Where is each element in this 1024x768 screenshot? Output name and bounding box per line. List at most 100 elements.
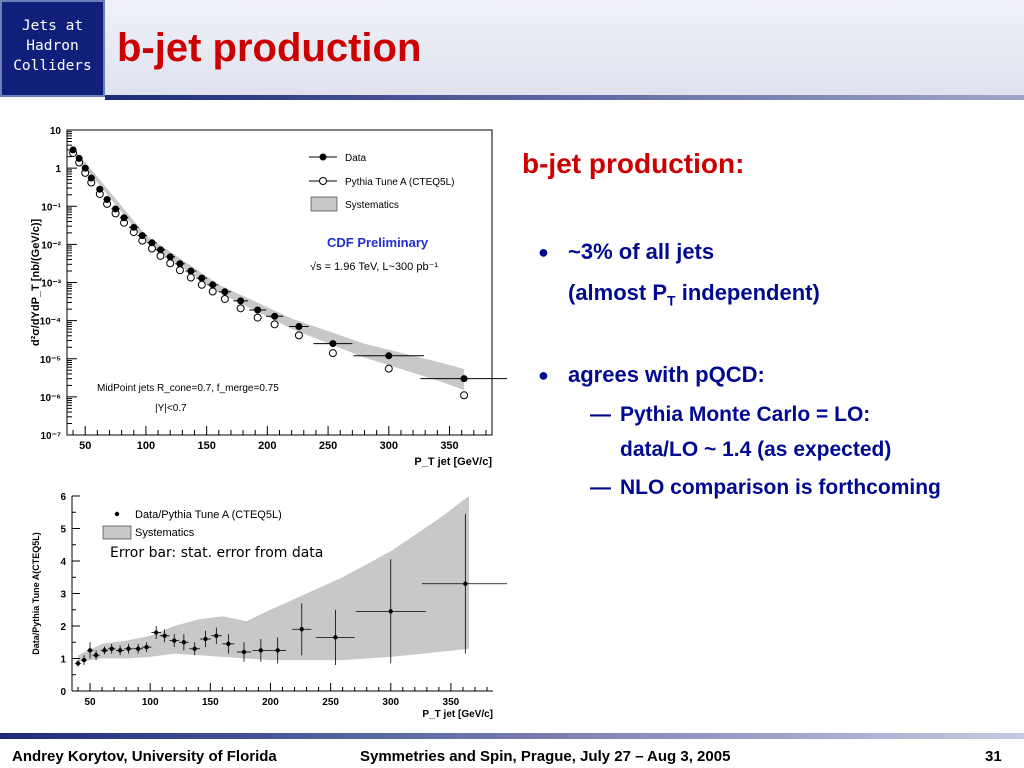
title-bar — [105, 0, 1024, 97]
data-point — [120, 214, 128, 222]
section-badge: Jets at Hadron Colliders — [0, 0, 105, 97]
y-tick-label: 5 — [60, 525, 66, 536]
ratio-point — [181, 640, 187, 645]
cdf-preliminary: CDF Preliminary — [327, 235, 429, 250]
ratio-point — [144, 644, 149, 650]
bullet-1: ~3% of all jets — [568, 239, 715, 264]
pythia-point — [175, 266, 184, 275]
panel-title: b-jet production: — [522, 148, 745, 179]
ratio-point — [75, 661, 81, 666]
ratio-point — [93, 653, 99, 658]
ratio-point — [275, 648, 280, 653]
legend-label: Systematics — [135, 527, 195, 539]
data-point — [295, 323, 303, 331]
pythia-point — [186, 273, 195, 282]
data-point — [221, 288, 229, 296]
y-axis-label: Data/Pythia Tune A(CTEQ5L) — [31, 532, 41, 655]
pythia-point — [384, 364, 393, 373]
y-tick-label: 10⁻¹ — [41, 202, 61, 213]
data-point — [329, 340, 337, 348]
x-axis-label: P_T jet [GeV/c] — [422, 709, 493, 720]
slide-title: b-jet production — [117, 26, 422, 70]
jet-algo-label: MidPoint jets R_cone=0.7, f_merge=0.75 — [97, 383, 279, 394]
data-point — [69, 146, 77, 154]
data-point — [112, 205, 120, 213]
data-point — [138, 232, 146, 240]
data-point — [237, 297, 245, 305]
y-tick-label: 0 — [60, 687, 66, 698]
y-tick-label: 10⁻⁶ — [40, 393, 61, 404]
legend-marker — [319, 177, 327, 185]
ratio-point — [192, 646, 197, 651]
sub-item-2: NLO comparison is forthcoming — [620, 476, 941, 499]
data-point — [254, 306, 262, 314]
legend-label: Systematics — [345, 200, 399, 211]
pythia-point — [236, 304, 245, 313]
data-point — [148, 239, 156, 247]
x-tick-label: 300 — [382, 697, 399, 708]
ratio-point — [172, 638, 177, 643]
x-tick-label: 50 — [84, 697, 96, 708]
pythia-point — [460, 391, 469, 400]
footer-event: Symmetries and Spin, Prague, July 27 – A… — [360, 748, 731, 765]
ratio-point — [241, 649, 247, 655]
ratio-point — [162, 633, 167, 638]
legend-label: Data — [345, 153, 367, 164]
pythia-point — [253, 313, 262, 322]
badge-line: Jets at — [21, 18, 84, 34]
ratio-point — [102, 648, 107, 653]
y-tick-label: 10 — [50, 126, 62, 137]
x-tick-label: 350 — [443, 697, 460, 708]
ratio-point — [463, 581, 468, 586]
y-tick-label: 10⁻² — [41, 240, 61, 251]
y-tick-label: 10⁻⁵ — [40, 355, 61, 366]
y-tick-label: 2 — [60, 622, 66, 633]
ratio-point — [135, 646, 141, 651]
ratio-point — [117, 648, 123, 653]
ratio-point — [333, 635, 338, 640]
data-point — [81, 164, 89, 172]
x-tick-label: 200 — [258, 440, 276, 452]
legend-label: Data/Pythia Tune A (CTEQ5L) — [135, 509, 282, 521]
data-point — [166, 253, 174, 261]
x-axis-label: P_T jet [GeV/c] — [414, 456, 492, 468]
footer-author: Andrey Korytov, University of Florida — [12, 748, 277, 765]
ratio-point — [299, 627, 304, 632]
y-tick-label: 1 — [55, 164, 61, 175]
sub-item-1-line2: data/LO ~ 1.4 (as expected) — [620, 438, 892, 461]
pythia-point — [166, 259, 175, 268]
error-bar-note: Error bar: stat. error from data — [110, 545, 323, 561]
ratio-point — [226, 641, 231, 647]
sub-item-1: Pythia Monte Carlo = LO: — [620, 403, 871, 426]
x-tick-label: 150 — [202, 697, 219, 708]
data-point — [198, 274, 206, 282]
dash: — — [590, 403, 611, 426]
systematics-band — [73, 147, 465, 391]
ratio-point — [81, 657, 87, 663]
pythia-point — [328, 349, 337, 358]
x-tick-label: 250 — [319, 440, 337, 452]
pythia-point — [220, 294, 229, 303]
dash: — — [590, 476, 611, 499]
y-tick-label: 4 — [60, 557, 66, 568]
y-tick-label: 10⁻⁷ — [40, 431, 61, 442]
title-rule — [105, 95, 1024, 100]
y-tick-label: 3 — [60, 590, 66, 601]
data-point — [460, 375, 468, 383]
ratio-point — [388, 609, 393, 614]
subscript-t: T — [667, 292, 676, 309]
y-tick-label: 10⁻⁴ — [40, 317, 61, 328]
systematics-band — [78, 496, 469, 662]
ratio-point — [109, 646, 114, 651]
data-point — [385, 352, 393, 360]
x-tick-label: 100 — [137, 440, 155, 452]
bullet-dot: ● — [538, 365, 549, 385]
pythia-point — [208, 287, 217, 296]
data-point — [75, 154, 83, 162]
energy-label: √s = 1.96 TeV, L~300 pb⁻¹ — [310, 261, 438, 273]
data-point — [87, 174, 95, 182]
legend-marker — [114, 511, 120, 517]
legend-swatch — [102, 525, 132, 540]
data-point — [209, 281, 217, 289]
